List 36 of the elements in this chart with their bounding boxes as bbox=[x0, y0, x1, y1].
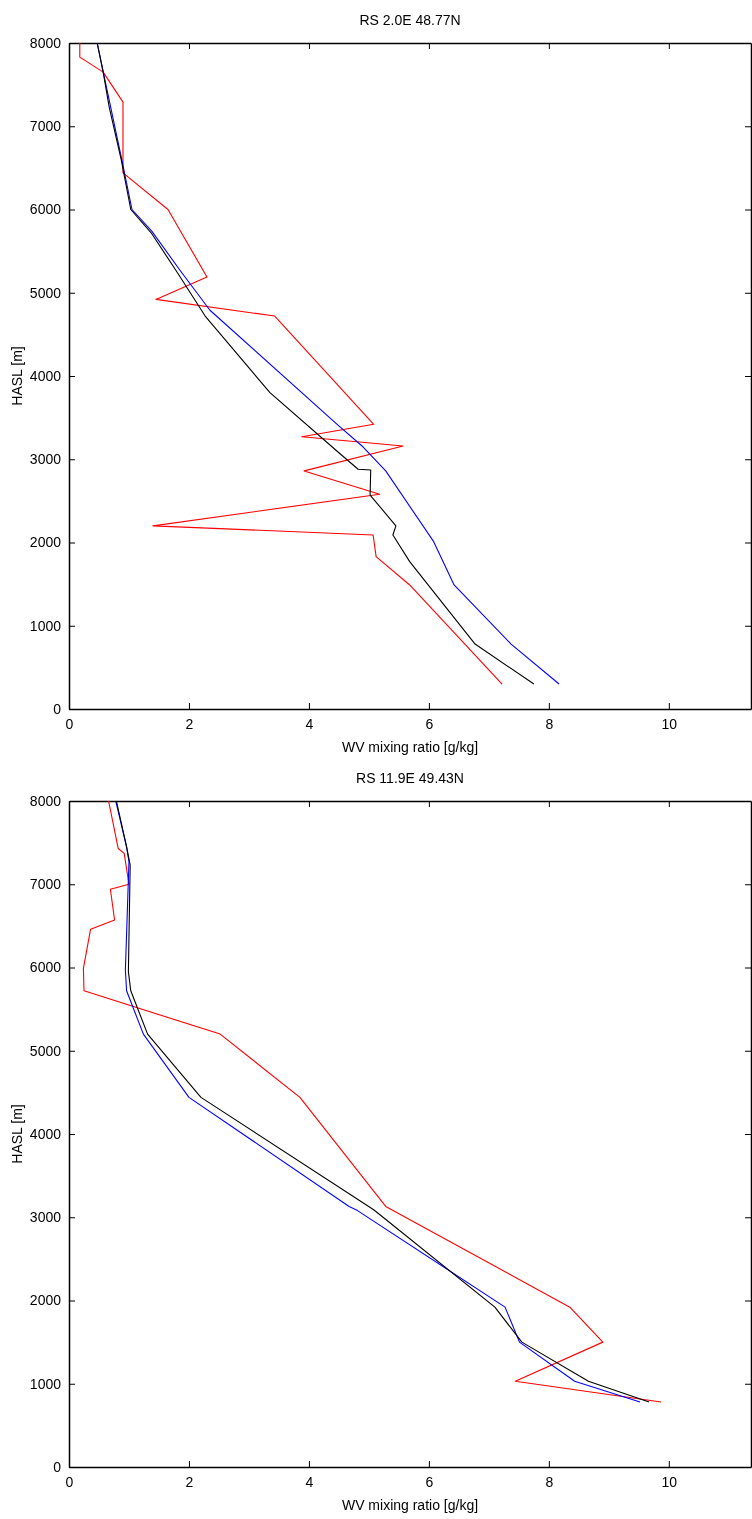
x-axis-title: WV mixing ratio [g/kg] bbox=[341, 1497, 479, 1513]
y-tick-label: 4000 bbox=[29, 1125, 62, 1142]
y-tick-label: 8000 bbox=[29, 792, 62, 809]
x-tick-label: 6 bbox=[425, 1473, 434, 1490]
y-tick-label: 5000 bbox=[29, 1042, 62, 1059]
x-tick-label: 8 bbox=[545, 1473, 554, 1490]
y-tick-label: 1000 bbox=[29, 1375, 62, 1392]
y-tick-label: 2000 bbox=[29, 534, 62, 551]
y-tick-label: 6000 bbox=[29, 201, 62, 218]
x-axis-title: WV mixing ratio [g/kg] bbox=[341, 739, 479, 755]
x-tick-label: 8 bbox=[545, 715, 554, 732]
y-tick-label: 6000 bbox=[29, 959, 62, 976]
x-tick-label: 10 bbox=[661, 1473, 678, 1490]
y-tick-label: 0 bbox=[53, 1458, 62, 1475]
y-tick-label: 3000 bbox=[29, 1209, 62, 1226]
y-tick-label: 0 bbox=[53, 700, 62, 717]
chart-title: RS 11.9E 49.43N bbox=[356, 770, 464, 786]
x-tick-label: 4 bbox=[305, 715, 314, 732]
y-tick-label: 7000 bbox=[29, 876, 62, 893]
chart-title: RS 2.0E 48.77N bbox=[359, 12, 461, 28]
y-axis-title: HASL [m] bbox=[9, 1104, 25, 1164]
x-tick-label: 4 bbox=[305, 1473, 314, 1490]
y-tick-label: 3000 bbox=[29, 451, 62, 468]
y-tick-label: 1000 bbox=[29, 617, 62, 634]
x-tick-label: 2 bbox=[185, 1473, 194, 1490]
y-tick-label: 5000 bbox=[29, 284, 62, 301]
x-tick-label: 10 bbox=[661, 715, 678, 732]
x-tick-label: 6 bbox=[425, 715, 434, 732]
y-tick-label: 4000 bbox=[29, 367, 62, 384]
y-tick-label: 2000 bbox=[29, 1292, 62, 1309]
x-tick-label: 0 bbox=[65, 1473, 74, 1490]
y-tick-label: 8000 bbox=[29, 34, 62, 51]
y-tick-label: 7000 bbox=[29, 118, 62, 135]
x-tick-label: 0 bbox=[65, 715, 74, 732]
y-axis-title: HASL [m] bbox=[9, 346, 25, 406]
x-tick-label: 2 bbox=[185, 715, 194, 732]
